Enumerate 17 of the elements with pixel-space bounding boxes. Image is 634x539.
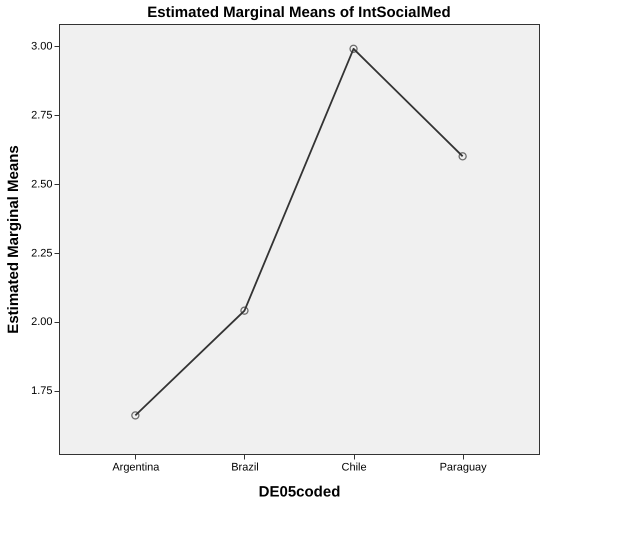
y-tick-label: 1.75 — [31, 385, 52, 398]
y-axis-title: Estimated Marginal Means — [5, 145, 22, 334]
y-tick-label: 3.00 — [31, 40, 52, 53]
y-tick-label: 2.50 — [31, 178, 52, 190]
x-tick-label: Chile — [342, 462, 367, 474]
point — [240, 306, 249, 315]
x-tick-label: Paraguay — [440, 462, 488, 474]
y-tick-label: 2.75 — [31, 109, 52, 122]
point — [131, 411, 140, 420]
point — [349, 44, 358, 53]
point — [458, 152, 467, 160]
x-axis-title: DE05coded — [258, 484, 340, 500]
x-tick-label: Argentina — [112, 462, 160, 474]
chart-title: Estimated Marginal Means of IntSocialMed — [147, 4, 451, 21]
y-tick-label: 2.25 — [31, 247, 52, 260]
x-tick-label: Brazil — [231, 462, 259, 474]
y-tick-label: 2.00 — [31, 316, 52, 328]
